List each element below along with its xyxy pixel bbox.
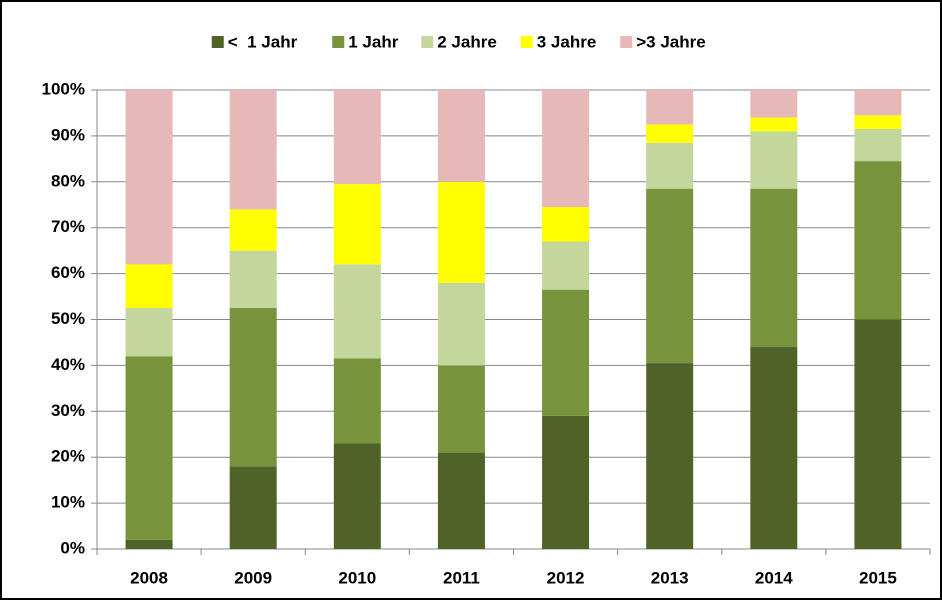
bar-segment [229,90,277,210]
bar-segment [125,356,173,540]
bar-segment [229,209,277,251]
legend-swatch [211,36,224,48]
legend-label: >3 Jahre [636,32,705,51]
bar-segment [854,129,902,162]
y-tick-label: 50% [51,309,85,328]
legend-label: 1 Jahr [348,32,398,51]
bar-segment [125,90,173,265]
y-tick-label: 90% [51,125,85,144]
x-tick-label: 2010 [338,568,376,587]
bar-segment [854,161,902,320]
bar-segment [229,466,277,549]
bar-segment [542,90,590,208]
bar-segment [646,363,694,549]
legend-swatch [332,36,345,48]
x-tick-label: 2008 [130,568,168,587]
bar-segment [750,117,798,132]
bar-segment [437,452,485,549]
bar-segment [542,289,590,416]
y-tick-label: 30% [51,401,85,420]
x-tick-label: 2014 [755,568,793,587]
legend-swatch [421,36,434,48]
bar-segment [229,250,277,309]
bar-segment [229,308,277,467]
x-tick-label: 2015 [859,568,897,587]
bar-segment [646,188,694,364]
x-tick-label: 2012 [547,568,585,587]
x-tick-label: 2009 [234,568,272,587]
legend-swatch [620,36,633,48]
bar-segment [333,358,381,444]
bar-segment [542,207,590,242]
bar-segment [333,443,381,549]
bar-segment [437,90,485,182]
bar-segment [750,90,798,118]
bar-segment [646,90,694,125]
bar-segment [333,264,381,359]
y-tick-label: 10% [51,493,85,512]
bar-segment [125,264,173,309]
x-tick-label: 2013 [651,568,689,587]
legend-label: 2 Jahre [437,32,497,51]
bar-segment [646,124,694,143]
legend-label: < 1 Jahr [228,32,298,51]
bar-segment [333,184,381,265]
y-tick-label: 100% [42,79,85,98]
bar-segment [854,319,902,549]
bar-segment [854,115,902,130]
y-tick-label: 70% [51,217,85,236]
bar-segment [437,282,485,366]
x-tick-label: 2011 [443,568,480,587]
bar-segment [854,90,902,116]
bar-segment [125,539,173,549]
bar-segment [750,188,798,348]
bar-segment [437,181,485,283]
bar-segment [437,365,485,453]
bar-segment [646,142,694,189]
y-tick-label: 40% [51,355,85,374]
y-tick-label: 20% [51,447,85,466]
legend-label: 3 Jahre [537,32,597,51]
y-tick-label: 0% [60,538,85,557]
bar-segment [750,347,798,549]
bar-segment [125,308,173,357]
bar-segment [333,90,381,185]
legend-swatch [520,36,533,48]
y-tick-label: 60% [51,263,85,282]
bar-segment [542,241,590,290]
bar-segment [750,131,798,189]
y-tick-label: 80% [51,171,85,190]
bar-segment [542,415,590,549]
